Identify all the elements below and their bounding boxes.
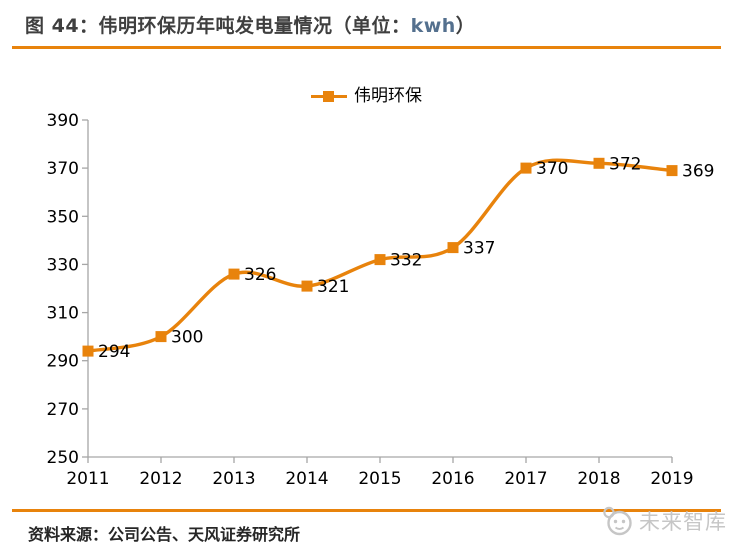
data-point-marker-icon bbox=[374, 254, 386, 266]
data-point-marker-icon bbox=[301, 280, 313, 292]
title-divider bbox=[12, 46, 721, 49]
svg-text:2012: 2012 bbox=[139, 469, 182, 489]
data-labels: 294 300 326 321 332 337 370 372 369 bbox=[98, 154, 714, 362]
svg-text:370: 370 bbox=[47, 159, 79, 179]
watermark-text: 未来智库 bbox=[639, 510, 727, 534]
svg-text:310: 310 bbox=[47, 304, 79, 324]
svg-text:2016: 2016 bbox=[431, 469, 474, 489]
svg-text:290: 290 bbox=[47, 352, 79, 372]
svg-text:2019: 2019 bbox=[650, 469, 693, 489]
data-label: 372 bbox=[609, 154, 641, 174]
chart-legend: 伟明环保 bbox=[0, 85, 733, 107]
legend-square-marker-icon bbox=[323, 90, 334, 102]
svg-text:390: 390 bbox=[47, 111, 79, 131]
watermark: 未来智库 bbox=[602, 504, 727, 538]
figure-title-close-paren: ） bbox=[455, 15, 476, 37]
line-chart: 250 270 290 310 330 350 370 390 2011 2012 2013 2014… bbox=[47, 111, 715, 489]
data-point-marker-icon bbox=[593, 157, 605, 169]
data-point-marker-icon bbox=[155, 331, 167, 343]
svg-text:2011: 2011 bbox=[66, 469, 109, 489]
data-label: 321 bbox=[317, 277, 349, 297]
svg-text:330: 330 bbox=[47, 255, 79, 275]
x-axis-ticks bbox=[87, 457, 673, 463]
svg-text:2018: 2018 bbox=[577, 469, 620, 489]
axes bbox=[82, 119, 673, 463]
data-label: 369 bbox=[682, 162, 714, 182]
figure-title-unit: kwh bbox=[410, 15, 456, 37]
svg-text:2015: 2015 bbox=[358, 469, 401, 489]
source-note: 资料来源：公司公告、天风证券研究所 bbox=[28, 525, 301, 544]
data-label: 332 bbox=[390, 251, 422, 271]
footer-divider bbox=[12, 509, 721, 512]
data-label: 300 bbox=[171, 328, 203, 348]
data-point-marker-icon bbox=[520, 162, 532, 174]
legend-series-label: 伟明环保 bbox=[354, 86, 422, 106]
data-point-marker-icon bbox=[228, 268, 240, 280]
data-label: 326 bbox=[244, 265, 276, 285]
y-axis-labels: 250 270 290 310 330 350 370 390 bbox=[47, 111, 79, 468]
watermark-logo-icon bbox=[603, 506, 632, 536]
svg-text:2017: 2017 bbox=[504, 469, 547, 489]
data-point-markers bbox=[82, 157, 678, 357]
data-label: 294 bbox=[98, 342, 130, 362]
data-point-marker-icon bbox=[666, 165, 678, 177]
figure-title-text: 图 44：伟明环保历年吨发电量情况（单位： bbox=[25, 15, 411, 37]
data-point-marker-icon bbox=[82, 345, 94, 357]
y-axis-ticks bbox=[82, 119, 88, 458]
svg-text:350: 350 bbox=[47, 207, 79, 227]
svg-text:2013: 2013 bbox=[212, 469, 255, 489]
x-axis-labels: 2011 2012 2013 2014 2015 2016 2017 2018 2019 bbox=[66, 469, 693, 489]
data-point-marker-icon bbox=[447, 242, 459, 254]
data-label: 337 bbox=[463, 239, 495, 259]
svg-text:270: 270 bbox=[47, 400, 79, 420]
svg-text:250: 250 bbox=[47, 448, 79, 468]
legend-line-marker-icon bbox=[311, 90, 347, 103]
figure-title: 图 44：伟明环保历年吨发电量情况（单位：kwh） bbox=[25, 11, 475, 38]
svg-text:2014: 2014 bbox=[285, 469, 328, 489]
data-label: 370 bbox=[536, 159, 568, 179]
